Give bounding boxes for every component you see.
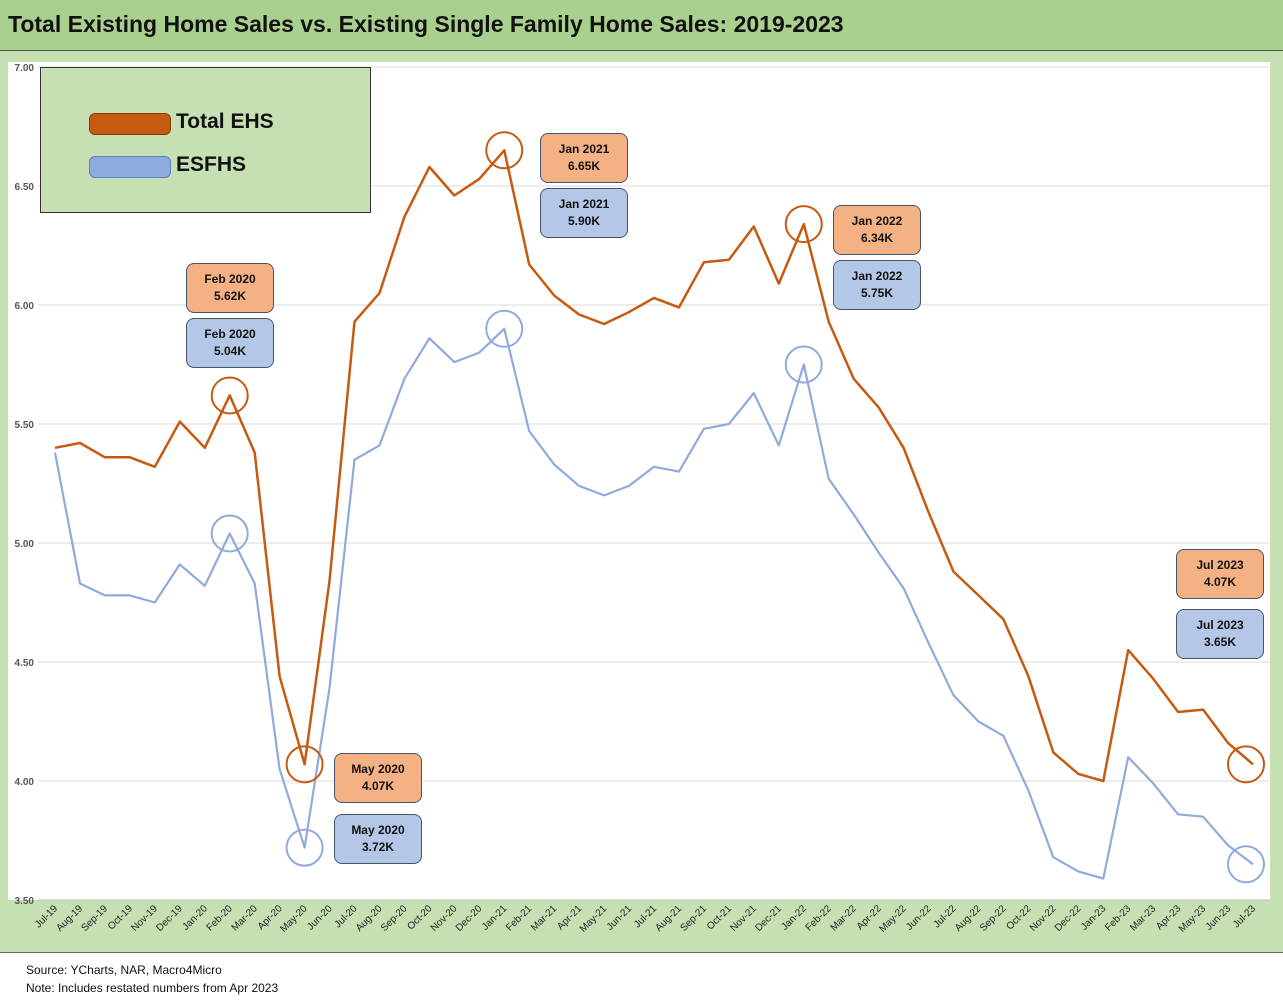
- callout-may2020-esfhs: May 2020 3.72K: [334, 814, 422, 864]
- callout-feb2020-esfhs: Feb 2020 5.04K: [186, 318, 274, 368]
- callout-value: 3.72K: [361, 840, 395, 854]
- callout-date: Jan 2022: [851, 214, 903, 228]
- x-tick-label: Sep-21: [678, 903, 709, 934]
- callout-date: Jan 2021: [558, 197, 610, 211]
- x-tick-label: Mar-23: [1128, 903, 1158, 933]
- series-line-total-ehs: [54, 149, 1254, 783]
- x-tick-label: Jan-22: [779, 903, 809, 933]
- x-tick-label: Nov-19: [129, 903, 160, 934]
- callout-date: Jan 2022: [851, 269, 903, 283]
- x-tick-label: Nov-22: [1028, 903, 1059, 934]
- x-tick-label: Aug-20: [354, 903, 385, 934]
- x-tick-label: Aug-22: [953, 903, 984, 934]
- callout-value: 4.07K: [1203, 575, 1237, 589]
- callout-date: May 2020: [351, 823, 405, 837]
- highlight-circle-total: [285, 745, 324, 784]
- x-tick-label: May-21: [578, 903, 610, 935]
- callout-jan2021-esfhs: Jan 2021 5.90K: [540, 188, 628, 238]
- x-tick-label: May-20: [278, 903, 310, 935]
- callout-feb2020-total: Feb 2020 5.62K: [186, 263, 274, 313]
- callout-value: 4.07K: [361, 779, 395, 793]
- callout-value: 6.34K: [860, 231, 894, 245]
- highlight-circle-esfhs: [285, 828, 324, 867]
- callout-value: 6.65K: [567, 159, 601, 173]
- x-tick-label: Jun-21: [605, 903, 635, 933]
- y-tick-label: 6.50: [15, 182, 35, 193]
- highlight-circle-total: [210, 376, 249, 415]
- source-box: Source: YCharts, NAR, Macro4Micro Note: …: [0, 952, 1283, 1001]
- y-tick-label: 5.00: [15, 539, 35, 550]
- y-tick-label: 3.50: [15, 896, 35, 907]
- callout-may2020-total: May 2020 4.07K: [334, 753, 422, 803]
- legend-label-total: Total EHS: [176, 110, 274, 133]
- y-tick-label: 4.50: [15, 658, 35, 669]
- x-tick-label: Aug-19: [54, 903, 85, 934]
- x-tick-label: Jan-21: [480, 903, 510, 933]
- x-tick-label: Sep-19: [79, 903, 110, 934]
- x-tick-label: Jan-20: [180, 903, 210, 933]
- highlight-circle-esfhs: [1227, 845, 1265, 884]
- callout-jul2023-esfhs: Jul 2023 3.65K: [1176, 609, 1264, 659]
- y-tick-label: 5.50: [15, 420, 35, 431]
- x-tick-label: Jun-22: [904, 903, 934, 933]
- x-tick-label: Feb-23: [1103, 903, 1133, 933]
- x-tick-label: Dec-19: [154, 903, 185, 934]
- x-tick-label: Jan-23: [1079, 903, 1109, 933]
- x-tick-label: Mar-20: [230, 903, 260, 933]
- callout-date: Feb 2020: [204, 272, 256, 286]
- legend-swatch-total: [89, 113, 171, 135]
- callout-value: 5.62K: [213, 289, 247, 303]
- x-tick-label: May-23: [1177, 903, 1209, 935]
- callout-value: 5.90K: [567, 214, 601, 228]
- x-tick-label: Jun-23: [1204, 903, 1234, 933]
- highlight-circle-total: [784, 205, 823, 244]
- chart-title: Total Existing Home Sales vs. Existing S…: [8, 11, 844, 37]
- x-tick-label: Feb-22: [804, 903, 834, 933]
- highlight-circle-total: [485, 131, 524, 170]
- callout-value: 3.65K: [1203, 635, 1237, 649]
- callout-date: Jul 2023: [1196, 558, 1244, 572]
- callout-date: Jan 2021: [558, 142, 610, 156]
- highlight-circle-esfhs: [485, 309, 524, 348]
- title-bar: Total Existing Home Sales vs. Existing S…: [0, 0, 1283, 51]
- callout-jan2021-total: Jan 2021 6.65K: [540, 133, 628, 183]
- callout-date: Feb 2020: [204, 327, 256, 341]
- x-tick-label: Dec-20: [454, 903, 485, 934]
- x-tick-label: Aug-21: [653, 903, 684, 934]
- callout-value: 5.75K: [860, 286, 894, 300]
- source-text: Source: YCharts, NAR, Macro4Micro: [26, 963, 222, 977]
- y-tick-label: 4.00: [15, 777, 35, 788]
- x-tick-label: Mar-22: [829, 903, 859, 933]
- x-tick-label: Mar-21: [529, 903, 559, 933]
- y-tick-label: 6.00: [15, 301, 35, 312]
- callout-jan2022-total: Jan 2022 6.34K: [833, 205, 921, 255]
- legend: Total EHS ESFHS: [40, 67, 371, 213]
- callout-jul2023-total: Jul 2023 4.07K: [1176, 549, 1264, 599]
- x-tick-label: Nov-20: [429, 903, 460, 934]
- series-line-esfhs: [53, 327, 1254, 880]
- highlight-circle-esfhs: [210, 514, 249, 553]
- highlight-circle-total: [1227, 745, 1265, 784]
- x-tick-label: Jun-20: [305, 903, 335, 933]
- x-tick-label: Feb-21: [504, 903, 534, 933]
- callout-date: Jul 2023: [1196, 618, 1244, 632]
- highlight-circle-esfhs: [784, 345, 823, 384]
- x-tick-label: May-22: [877, 903, 909, 935]
- x-tick-label: Sep-22: [978, 903, 1009, 934]
- callout-jan2022-esfhs: Jan 2022 5.75K: [833, 260, 921, 310]
- x-tick-label: Jul-23: [1231, 903, 1258, 930]
- x-tick-label: Sep-20: [379, 903, 410, 934]
- legend-label-esfhs: ESFHS: [176, 153, 247, 176]
- callout-date: May 2020: [351, 762, 405, 776]
- source-note: Note: Includes restated numbers from Apr…: [26, 981, 279, 995]
- x-tick-label: Feb-20: [205, 903, 235, 933]
- y-tick-label: 7.00: [15, 63, 35, 74]
- callout-value: 5.04K: [213, 344, 247, 358]
- x-tick-label: Nov-21: [728, 903, 759, 934]
- x-tick-label: Dec-21: [753, 903, 784, 934]
- x-tick-label: Dec-22: [1053, 903, 1084, 934]
- legend-swatch-esfhs: [89, 156, 171, 178]
